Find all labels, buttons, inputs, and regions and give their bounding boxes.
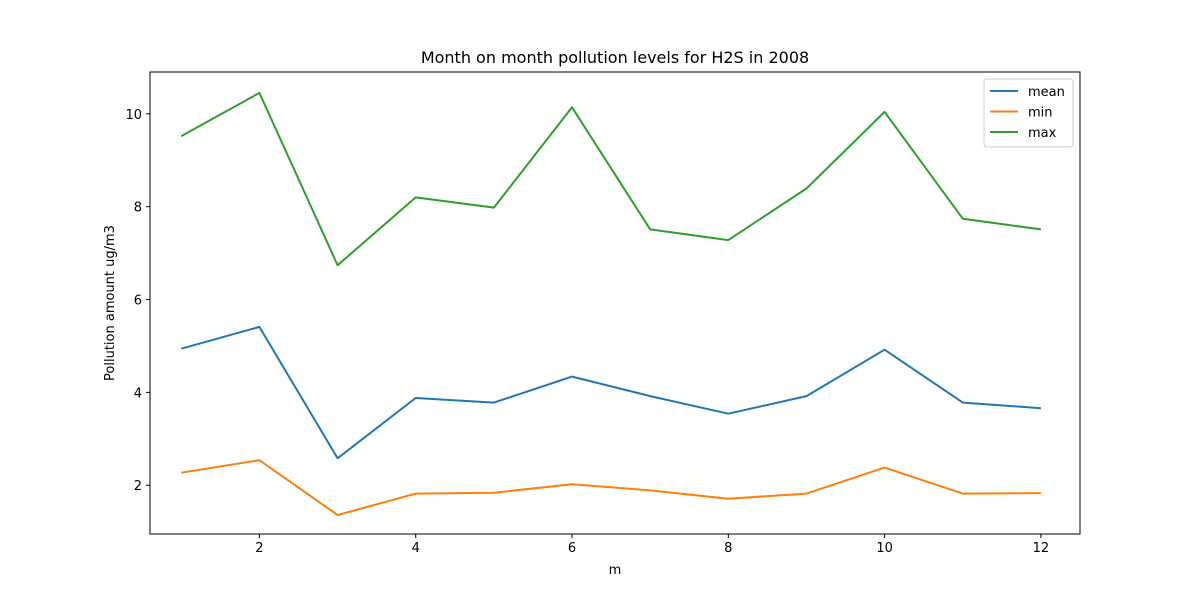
data-point-min	[493, 492, 494, 493]
data-point-min	[415, 493, 416, 494]
data-point-max	[337, 265, 338, 266]
data-point-min	[806, 493, 807, 494]
data-point-max	[493, 207, 494, 208]
y-tick-label: 4	[134, 386, 142, 401]
data-point-mean	[806, 396, 807, 397]
data-point-mean	[415, 397, 416, 398]
data-point-max	[806, 188, 807, 189]
legend: mean min max	[983, 78, 1074, 148]
y-tick-label: 8	[134, 201, 142, 216]
x-tick-label: 8	[724, 541, 732, 556]
data-point-min	[884, 467, 885, 468]
data-point-max	[259, 92, 260, 93]
data-point-max	[415, 197, 416, 198]
x-tick-label: 10	[876, 541, 893, 556]
x-tick-label: 12	[1033, 541, 1050, 556]
y-tick-label: 2	[134, 479, 142, 494]
data-point-min	[728, 498, 729, 499]
data-point-mean	[572, 376, 573, 377]
legend-label-mean: mean	[1028, 85, 1065, 100]
data-point-mean	[337, 458, 338, 459]
data-point-max	[884, 111, 885, 112]
data-point-max	[572, 107, 573, 108]
data-point-min	[259, 460, 260, 461]
data-point-mean	[728, 413, 729, 414]
plot-area	[150, 72, 1080, 534]
series-layer	[180, 91, 1042, 516]
y-axis: 2 4 6 8 10	[125, 108, 150, 494]
data-point-mean	[1040, 408, 1041, 409]
data-point-max	[181, 136, 182, 137]
y-tick-label: 10	[125, 108, 142, 123]
chart-title: Month on month pollution levels for H2S …	[421, 48, 809, 67]
x-tick-label: 2	[255, 541, 263, 556]
legend-label-max: max	[1028, 126, 1057, 141]
y-axis-label: Pollution amount ug/m3	[103, 225, 118, 381]
data-point-min	[650, 490, 651, 491]
plot-frame	[149, 71, 1081, 535]
data-point-max	[962, 218, 963, 219]
data-point-max	[650, 229, 651, 230]
legend-box	[983, 78, 1074, 148]
data-point-min	[181, 472, 182, 473]
series-line-mean	[181, 325, 1041, 460]
x-tick-label: 6	[568, 541, 576, 556]
data-point-mean	[259, 326, 260, 327]
y-tick-label: 6	[134, 294, 142, 309]
data-point-min	[1040, 493, 1041, 494]
data-point-min	[962, 493, 963, 494]
series-line-min	[181, 459, 1041, 516]
series-line-max	[180, 91, 1042, 267]
data-point-max	[728, 240, 729, 241]
data-point-min	[572, 484, 573, 485]
data-point-mean	[884, 349, 885, 350]
x-tick-label: 4	[412, 541, 420, 556]
data-point-min	[337, 514, 338, 515]
data-point-mean	[493, 402, 494, 403]
legend-label-min: min	[1028, 106, 1053, 121]
data-point-mean	[650, 396, 651, 397]
x-axis: 2 4 6 8 10 12	[255, 534, 1049, 556]
data-point-mean	[962, 402, 963, 403]
x-axis-label: m	[609, 563, 622, 578]
data-point-mean	[181, 348, 182, 349]
data-point-max	[1040, 229, 1041, 230]
